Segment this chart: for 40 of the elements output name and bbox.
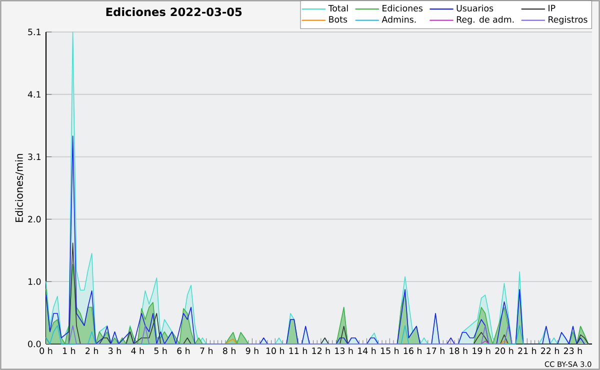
y-tick-label: 0.0 (28, 340, 41, 348)
x-tick-label: 16 h (404, 347, 422, 354)
x-tick-label: 1 h (62, 347, 76, 354)
y-tick-label: 5.1 (28, 28, 40, 36)
legend-label: Reg. de adm. (456, 16, 514, 24)
legend-label: Total (328, 4, 348, 12)
y-axis-title: Ediciones/min (15, 154, 24, 222)
legend-label: Admins. (382, 16, 416, 23)
x-tick-label: 2 h (86, 347, 98, 354)
x-tick-label: 13 h (335, 347, 353, 354)
x-tick-label: 3 h (108, 347, 121, 354)
x-tick-label: 7 h (200, 347, 213, 354)
x-tick-label: 19 h (472, 347, 490, 354)
x-tick-label: 23 h (564, 347, 582, 354)
x-tick-label: 5 h (154, 347, 167, 354)
legend-label: IP (548, 4, 556, 12)
x-tick-label: 22 h (541, 347, 559, 354)
legend-label: Registros (548, 16, 588, 24)
x-tick-label: 17 h (426, 347, 444, 354)
x-tick-label: 9 h (246, 347, 258, 354)
x-tick-label: 4 h (131, 347, 144, 354)
legend-label: Bots (329, 16, 348, 23)
x-tick-label: 12 h (312, 347, 330, 354)
x-tick-label: 15 h (380, 347, 399, 354)
x-tick-label: 14 h (358, 347, 376, 354)
y-tick-label: 1.0 (28, 278, 41, 285)
x-tick-label: 10 h (266, 347, 284, 354)
x-tick-label: 20 h (495, 347, 514, 354)
x-tick-label: 21 h (518, 347, 536, 354)
legend-label: Usuarios (456, 4, 494, 12)
x-tick-label: 6 h (177, 347, 190, 354)
y-tick-label: 2.0 (28, 216, 41, 222)
chart-title: Ediciones 2022-03-05 (106, 7, 242, 16)
legend-label: Ediciones (382, 4, 423, 12)
x-tick-label: 0 h (40, 347, 52, 354)
x-tick-label: 8 h (223, 347, 236, 354)
x-tick-label: 11 h (289, 347, 307, 354)
x-tick-label: 18 h (450, 347, 468, 354)
y-tick-label: 4.1 (28, 91, 40, 98)
y-tick-label: 3.1 (28, 154, 40, 160)
